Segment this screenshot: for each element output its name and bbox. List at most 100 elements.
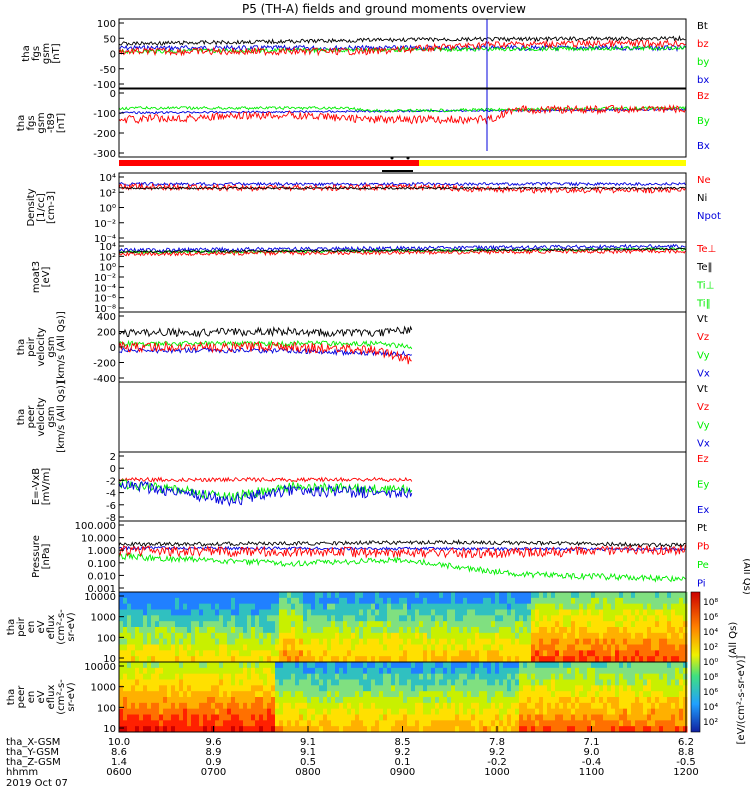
spectrogram-cell <box>307 644 312 651</box>
spectrogram-cell <box>439 691 444 698</box>
spectrogram-cell <box>251 656 256 663</box>
spectrogram-cell <box>679 597 684 605</box>
spectrogram-cell <box>455 673 460 680</box>
spectrogram-cell <box>635 592 640 599</box>
spectrogram-cell <box>407 609 412 616</box>
spectrogram-cell <box>187 720 192 727</box>
spectrogram-cell <box>323 650 328 657</box>
spectrogram-cell <box>431 597 436 605</box>
y-axis-label: tha peer en eV eflux (cm²-s-sr-eV) <box>6 679 77 715</box>
spectrogram-cell <box>415 615 420 622</box>
spectrogram-cell <box>611 592 616 599</box>
spectrogram-cell <box>403 592 408 599</box>
spectrogram-cell <box>607 597 612 605</box>
spectrogram-cell <box>219 720 224 727</box>
spectrogram-cell <box>307 720 312 727</box>
y-tick-label: 10⁻⁸ <box>94 304 116 315</box>
spectrogram-cell <box>675 726 680 733</box>
spectrogram-cell <box>211 621 216 628</box>
spectrogram-cell <box>363 638 368 645</box>
y-axis-label-line: eflux <box>46 685 57 710</box>
spectrogram-cell <box>407 673 412 680</box>
spectrogram-cell <box>483 673 488 680</box>
spectrogram-cell <box>535 679 540 686</box>
spectrogram-cell <box>495 603 500 610</box>
spectrogram-cell <box>171 726 176 733</box>
spectrogram-cell <box>235 592 240 599</box>
spectrogram-cell <box>607 667 612 675</box>
spectrogram-cell <box>347 644 352 651</box>
spectrogram-cell <box>383 673 388 680</box>
spectrogram-cell <box>343 702 348 710</box>
spectrogram-cell <box>483 667 488 675</box>
spectrogram-cell <box>131 597 136 605</box>
spectrogram-cell <box>135 714 140 721</box>
spectrogram-cell <box>263 691 268 698</box>
spectrogram-cell <box>247 697 252 704</box>
spectrogram-cell <box>371 673 376 680</box>
spectrogram-cell <box>463 685 468 692</box>
spectrogram-cell <box>679 679 684 686</box>
spectrogram-cell <box>631 656 636 663</box>
spectrogram-cell <box>575 685 580 692</box>
spectrogram-cell <box>683 656 688 663</box>
spectrogram-cell <box>215 708 220 715</box>
spectrogram-cell <box>663 656 668 663</box>
spectrogram-cell <box>495 656 500 663</box>
spectrogram-cell <box>503 597 508 605</box>
spectrogram-cell <box>487 667 492 675</box>
spectrogram-cell <box>367 708 372 715</box>
spectrogram-cell <box>163 656 168 663</box>
spectrogram-cell <box>583 691 588 698</box>
spectrogram-cell <box>139 679 144 686</box>
spectrogram-cell <box>579 720 584 727</box>
spectrogram-cell <box>471 702 476 710</box>
spectrogram-cell <box>255 697 260 704</box>
spectrogram-cell <box>371 603 376 610</box>
spectrogram-cell <box>647 644 652 651</box>
spectrogram-cell <box>195 685 200 692</box>
spectrogram-cell <box>531 685 536 692</box>
spectrogram-cell <box>403 632 408 640</box>
spectrogram-cell <box>411 597 416 605</box>
spectrogram-cell <box>419 627 424 634</box>
spectrogram-cell <box>615 638 620 645</box>
spectrogram-cell <box>443 720 448 727</box>
spectrogram-cell <box>315 632 320 640</box>
spectrogram-cell <box>143 673 148 680</box>
spectrogram-cell <box>387 714 392 721</box>
spectrogram-cell <box>671 691 676 698</box>
spectrogram-cell <box>415 714 420 721</box>
spectrogram-cell <box>283 632 288 640</box>
spectrogram-cell <box>595 714 600 721</box>
spectrogram-cell <box>391 708 396 715</box>
spectrogram-cell <box>423 697 428 704</box>
spectrogram-cell <box>351 627 356 634</box>
spectrogram-cell <box>571 592 576 599</box>
spectrogram-cell <box>643 726 648 733</box>
spectrogram-cell <box>615 603 620 610</box>
trace-ti <box>118 247 686 255</box>
spectrogram-cell <box>123 656 128 663</box>
spectrogram-cell <box>235 632 240 640</box>
spectrogram-cell <box>191 650 196 657</box>
spectrogram-cell <box>535 597 540 605</box>
spectrogram-cell <box>139 609 144 616</box>
ephemeris-value: -0.4 <box>582 757 602 768</box>
y-axis-label-line: [km/s (All Qs)] <box>56 381 67 453</box>
spectrogram-cell <box>275 691 280 698</box>
spectrogram-cell <box>675 597 680 605</box>
spectrogram-cell <box>643 679 648 686</box>
spectrogram-cell <box>435 609 440 616</box>
spectrogram-cell <box>275 673 280 680</box>
spectrogram-cell <box>647 667 652 675</box>
colorbar-tick: 10² <box>703 643 718 653</box>
spectrogram-cell <box>419 592 424 599</box>
spectrogram-cell <box>203 679 208 686</box>
spectrogram-cell <box>199 720 204 727</box>
spectrogram-cell <box>275 615 280 622</box>
spectrogram-cell <box>499 697 504 704</box>
spectrogram-cell <box>459 702 464 710</box>
spectrogram-cell <box>659 702 664 710</box>
